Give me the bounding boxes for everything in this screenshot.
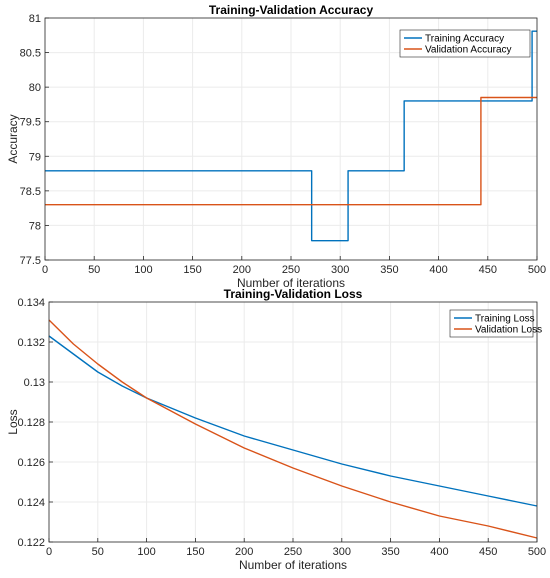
loss-legend-box [449, 309, 534, 338]
loss-y-tick-label: 0.128 [17, 417, 45, 429]
loss-x-axis-label: Number of iterations [239, 558, 347, 572]
accuracy-x-tick-label: 200 [233, 264, 251, 276]
accuracy-y-tick-label: 78.5 [20, 186, 41, 198]
accuracy-x-axis-label: Number of iterations [237, 276, 345, 290]
loss-plot-area: 0 50 100 150 200 250 300 350 400 450 500 0.122 0.124… [17, 297, 546, 558]
accuracy-y-tick-label: 80 [29, 82, 41, 94]
loss-y-tick-label: 0.124 [17, 497, 45, 509]
loss-x-tick-label: 100 [137, 546, 155, 558]
loss-x-tick-label: 500 [528, 546, 546, 558]
loss-x-tick-label: 200 [235, 546, 253, 558]
loss-x-tick-label: 300 [333, 546, 351, 558]
accuracy-legend-box [399, 29, 531, 58]
accuracy-chart-title: Training-Validation Accuracy [209, 3, 374, 17]
accuracy-x-tick-label: 450 [479, 264, 497, 276]
legend-label-validation-loss: Validation Loss [475, 325, 542, 336]
accuracy-x-tick-label: 500 [528, 264, 546, 276]
accuracy-x-tick-label: 350 [380, 264, 398, 276]
loss-y-tick-label: 0.126 [17, 457, 45, 469]
loss-x-tick-label: 350 [381, 546, 399, 558]
loss-series-line-training [48, 335, 538, 507]
accuracy-x-tick-label: 250 [282, 264, 300, 276]
loss-legend: Training Loss Validation Loss [449, 309, 542, 338]
loss-x-tick-label: 450 [479, 546, 497, 558]
loss-y-axis-label: Loss [6, 409, 20, 434]
legend-label-validation-accuracy: Validation Accuracy [425, 45, 512, 56]
accuracy-series-line-validation [45, 96, 537, 206]
loss-x-tick-label: 50 [92, 546, 104, 558]
loss-y-tick-label: 0.13 [24, 377, 45, 389]
accuracy-series-line-training [45, 30, 537, 242]
legend-label-training-accuracy: Training Accuracy [425, 34, 504, 45]
accuracy-x-tick-label: 50 [88, 264, 100, 276]
accuracy-y-tick-label: 79.5 [20, 117, 41, 129]
accuracy-y-tick-label: 81 [29, 13, 41, 25]
loss-y-tick-label: 0.132 [17, 337, 45, 349]
loss-x-tick-label: 0 [46, 546, 52, 558]
accuracy-legend: Training Accuracy Validation Accuracy [399, 29, 531, 58]
accuracy-x-tick-label: 0 [42, 264, 48, 276]
legend-label-training-loss: Training Loss [475, 314, 535, 325]
accuracy-x-tick-label: 300 [331, 264, 349, 276]
loss-x-tick-label: 400 [430, 546, 448, 558]
loss-x-tick-label: 150 [186, 546, 204, 558]
loss-chart-title: Training-Validation Loss [224, 287, 363, 301]
accuracy-plot-area: 0 50 100 150 200 250 300 350 400 450 500 77.5 78 78.5… [20, 13, 547, 276]
loss-y-tick-label: 0.122 [17, 537, 45, 549]
accuracy-y-axis-label: Accuracy [6, 114, 20, 163]
accuracy-chart: 0 50 100 150 200 250 300 350 400 450 500 77.5 78 78.5… [6, 3, 546, 290]
accuracy-y-tick-label: 77.5 [20, 255, 41, 267]
loss-x-tick-label: 250 [284, 546, 302, 558]
accuracy-y-tick-label: 78 [29, 220, 41, 232]
loss-series-line-validation [48, 319, 538, 539]
accuracy-x-tick-label: 150 [183, 264, 201, 276]
accuracy-y-tick-label: 79 [29, 151, 41, 163]
accuracy-x-tick-label: 400 [429, 264, 447, 276]
accuracy-y-tick-label: 80.5 [20, 48, 41, 60]
loss-y-tick-label: 0.134 [17, 297, 45, 309]
loss-chart: 0 50 100 150 200 250 300 350 400 450 500 0.122 0.124… [6, 287, 546, 572]
accuracy-x-tick-label: 100 [134, 264, 152, 276]
